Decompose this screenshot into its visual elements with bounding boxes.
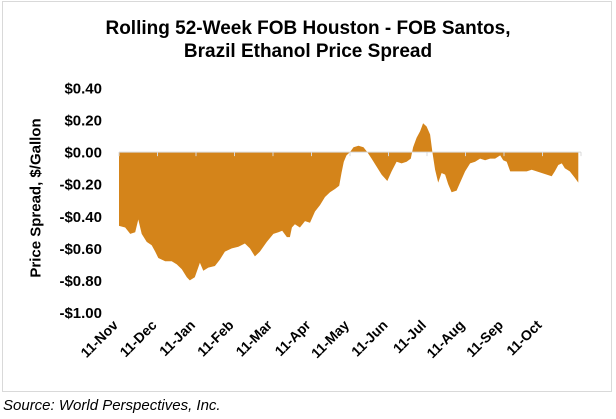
x-tick-label: 11-Dec [116, 317, 159, 360]
x-tick-label: 11-Oct [503, 317, 545, 359]
chart-title-line-2: Brazil Ethanol Price Spread [183, 41, 433, 62]
x-tick-label: 11-Jan [156, 317, 198, 359]
y-tick-labels: $0.40 $0.20 $0.00 -$0.20 -$0.40 -$0.60 -$0.80 -… [59, 81, 102, 323]
x-tick-label: 11-Jun [348, 317, 391, 360]
y-tick-label: -$0.20 [59, 177, 102, 194]
x-tick-labels: 11-Nov11-Dec11-Jan11-Feb11-Mar11-Apr11-M… [77, 316, 545, 361]
source-note: Source: World Perspectives, Inc. [3, 397, 221, 414]
y-tick-label: -$1.00 [59, 305, 102, 322]
x-tick-label: 11-Apr [271, 316, 314, 359]
y-tick-label: -$0.60 [59, 241, 102, 258]
x-tick-label: 11-Mar [232, 316, 275, 359]
y-tick-label: $0.20 [64, 113, 102, 130]
x-tick-label: 11-Aug [423, 317, 467, 361]
chart-title: Rolling 52-Week FOB Houston - FOB Santos… [0, 17, 616, 63]
y-tick-label: -$0.80 [59, 273, 102, 290]
area-layer [119, 123, 579, 281]
x-tick-label: 11-Feb [194, 317, 237, 360]
x-tick-label: 11-Sep [463, 317, 506, 360]
x-tick-label: 11-Nov [77, 317, 121, 361]
zero-line-layer [118, 151, 582, 157]
y-tick-label: $0.00 [64, 145, 102, 162]
y-tick-label: $0.40 [64, 81, 102, 98]
area-series-0 [119, 123, 579, 281]
x-tick-label: 11-May [308, 317, 352, 361]
chart-title-line-1: Rolling 52-Week FOB Houston - FOB Santos… [105, 18, 511, 39]
y-tick-label: -$0.40 [59, 209, 102, 226]
